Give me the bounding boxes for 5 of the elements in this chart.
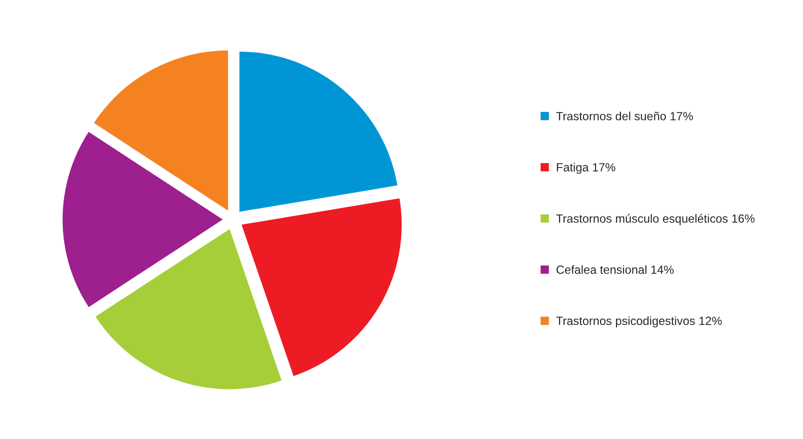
legend-label: Cefalea tensional 14% (556, 265, 674, 274)
legend-label: Trastornos del sueño 17% (556, 112, 693, 120)
legend-label: Fatiga 17% (556, 162, 616, 174)
legend-label: Trastornos psicodigestivos 12% (556, 316, 722, 328)
legend-label: Trastornos músculo esqueléticos 16% (556, 214, 755, 226)
